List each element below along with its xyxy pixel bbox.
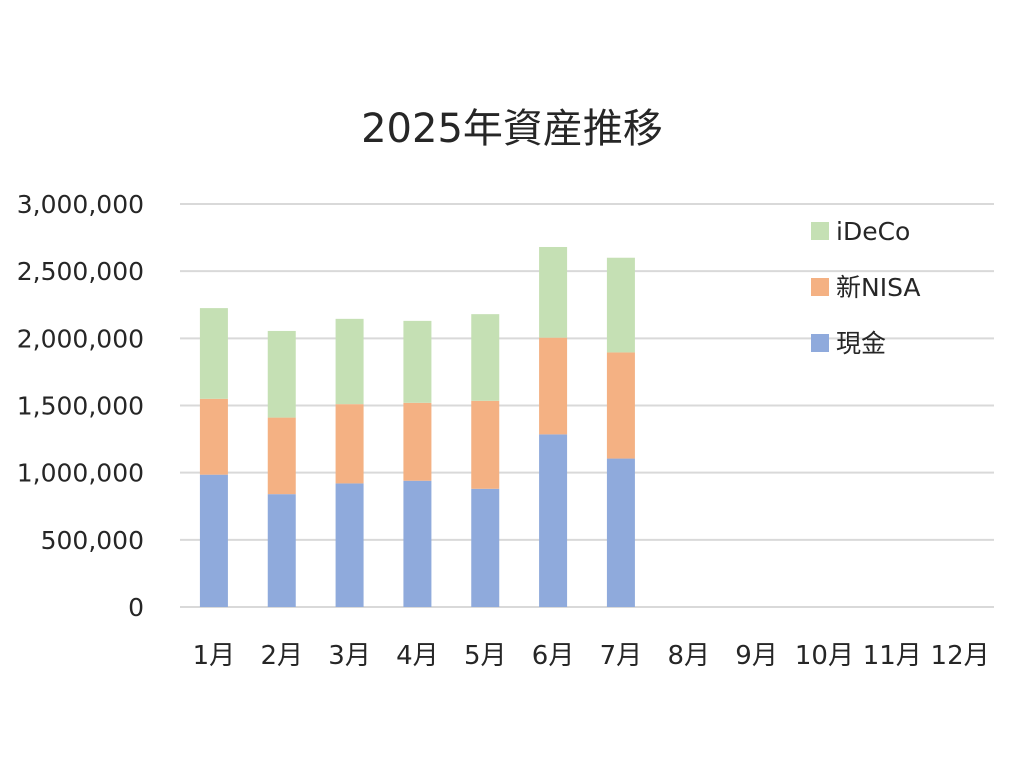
x-tick-label: 1月 (193, 641, 236, 671)
legend-swatch (811, 222, 829, 240)
legend-label: 新NISA (836, 273, 921, 302)
legend-swatch (811, 334, 829, 352)
bar-segment-nisa (199, 398, 228, 475)
y-tick-label: 500,000 (41, 526, 144, 555)
x-tick-label: 11月 (863, 641, 922, 671)
bar-segment-ideco (267, 330, 296, 418)
y-tick-label: 2,500,000 (17, 257, 144, 286)
bars (199, 246, 635, 607)
bar-segment-nisa (471, 400, 500, 489)
bar-segment-ideco (403, 320, 432, 403)
x-tick-label: 3月 (328, 641, 371, 671)
bar-segment-ideco (199, 308, 228, 399)
x-tick-label: 12月 (931, 641, 990, 671)
x-tick-label: 5月 (464, 641, 507, 671)
y-tick-label: 1,000,000 (17, 459, 144, 488)
x-tick-label: 4月 (396, 641, 439, 671)
bar-segment-ideco (471, 314, 500, 401)
bar-segment-nisa (335, 404, 364, 484)
legend-label: iDeCo (836, 217, 910, 246)
legend-swatch (811, 278, 829, 296)
x-tick-label: 10月 (795, 641, 854, 671)
bar-segment-cash (335, 483, 364, 607)
bar-segment-ideco (335, 318, 364, 405)
bar-segment-nisa (539, 337, 568, 435)
x-tick-label: 2月 (260, 641, 303, 671)
bar-segment-nisa (267, 417, 296, 495)
y-tick-label: 0 (128, 593, 144, 622)
legend-label: 現金 (836, 329, 886, 358)
bar-segment-cash (471, 488, 500, 607)
bar-segment-cash (539, 434, 568, 607)
y-axis-ticks: 0 500,000 1,000,000 1,500,000 2,000,000 2,500… (17, 190, 144, 622)
bar-segment-cash (606, 458, 635, 607)
chart-title: 2025年資産推移 (361, 106, 663, 152)
bar-segment-nisa (606, 352, 635, 459)
y-tick-label: 2,000,000 (17, 324, 144, 353)
y-tick-label: 3,000,000 (17, 190, 144, 219)
bar-segment-ideco (539, 246, 568, 338)
bar-segment-ideco (606, 257, 635, 353)
bar-segment-cash (199, 474, 228, 607)
bar-segment-cash (403, 480, 432, 607)
gridlines (180, 203, 994, 608)
bar-segment-cash (267, 494, 296, 607)
legend: iDeCo 新NISA 現金 (811, 217, 921, 358)
y-tick-label: 1,500,000 (17, 392, 144, 421)
x-tick-label: 7月 (600, 641, 643, 671)
x-tick-label: 9月 (735, 641, 778, 671)
x-tick-label: 8月 (667, 641, 710, 671)
bar-segment-nisa (403, 402, 432, 481)
x-tick-label: 6月 (532, 641, 575, 671)
x-axis-ticks: 1月 2月 3月 4月 5月 6月 7月 8月 9月 10月 11月 12月 (193, 641, 990, 671)
